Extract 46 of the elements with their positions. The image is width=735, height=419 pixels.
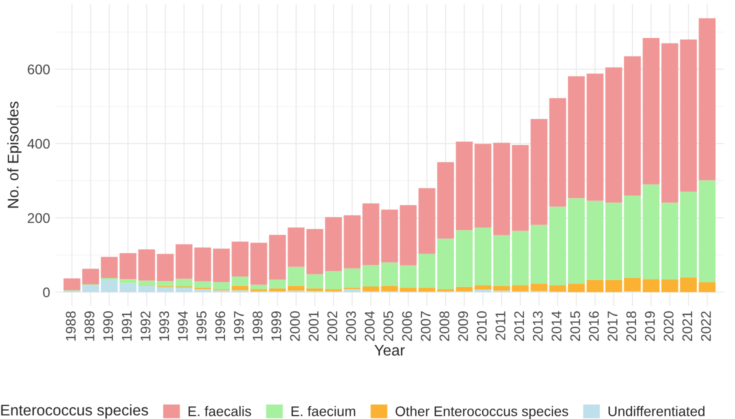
x-tick-label: 2019 xyxy=(645,311,655,341)
x-tick-label: 1997 xyxy=(234,311,244,341)
x-tick-label: 1999 xyxy=(271,311,282,341)
x-tick-label: 1995 xyxy=(196,311,206,341)
x-tick-label: 2005 xyxy=(383,311,394,341)
x-tick-label: 1994 xyxy=(178,311,188,341)
x-tick-label: 2017 xyxy=(608,311,618,341)
y-tick-label: 400 xyxy=(27,138,50,149)
x-tick-label: 2004 xyxy=(364,311,375,341)
x-tick-label: 2007 xyxy=(420,311,431,341)
x-tick-label: 2015 xyxy=(570,311,580,341)
x-tick-label: 1998 xyxy=(252,311,262,341)
x-tick-label: 2008 xyxy=(439,311,450,341)
legend-label: E. faecalis xyxy=(188,406,252,416)
x-tick-label: 2018 xyxy=(626,311,636,341)
x-tick-label: 2021 xyxy=(682,311,692,341)
x-tick-label: 2016 xyxy=(588,311,599,341)
x-tick-label: 2014 xyxy=(552,311,562,341)
x-tick-label: 1996 xyxy=(215,311,226,341)
legend-label: E. faecium xyxy=(292,406,356,416)
x-tick-label: 2006 xyxy=(402,311,412,341)
x-tick-label: 1989 xyxy=(84,311,94,341)
x-tick-label: 2010 xyxy=(476,311,487,341)
legend-label: Other Enterococcus species xyxy=(396,406,568,419)
legend-title: Enterococcus species xyxy=(1,404,148,419)
legend-label: Undifferentiated xyxy=(608,406,704,416)
y-axis-title: No. of Episodes xyxy=(7,102,22,208)
x-tick-label: 1993 xyxy=(159,311,170,341)
x-tick-label: 2022 xyxy=(701,311,711,341)
y-tick-label: 200 xyxy=(28,213,50,223)
x-tick-label: 2012 xyxy=(514,311,524,341)
x-tick-label: 2011 xyxy=(496,311,506,340)
x-tick-label: 1990 xyxy=(103,311,114,341)
x-tick-label: 1988 xyxy=(66,311,76,341)
x-axis-title: Year xyxy=(374,344,405,356)
x-tick-label: 2001 xyxy=(308,311,319,341)
y-tick-label: 600 xyxy=(28,64,50,74)
x-tick-label: 1992 xyxy=(140,311,150,341)
x-tick-label: 2020 xyxy=(664,311,674,341)
x-tick-label: 2000 xyxy=(290,311,300,341)
x-tick-label: 2009 xyxy=(458,311,468,341)
x-tick-label: 2013 xyxy=(532,311,543,341)
x-tick-label: 1991 xyxy=(122,311,132,341)
x-tick-label: 2002 xyxy=(327,311,338,341)
y-tick-label: 0 xyxy=(43,287,50,298)
x-tick-label: 2003 xyxy=(346,311,356,341)
